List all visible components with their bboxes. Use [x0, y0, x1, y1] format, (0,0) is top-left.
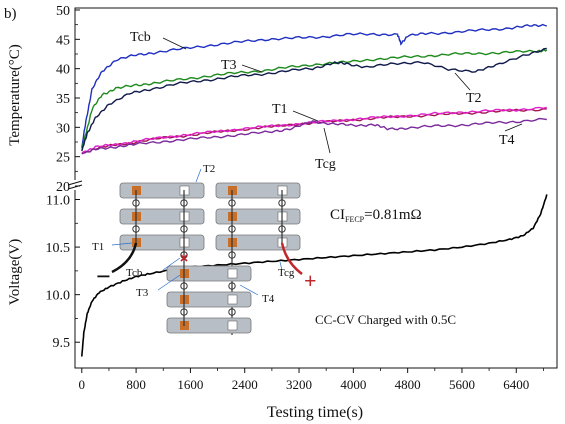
axis-break [67, 180, 84, 190]
temp-tick-label: 25 [56, 151, 70, 166]
label-t3: T3 [221, 58, 237, 73]
series-tcb [81, 23, 547, 149]
voltage-series [81, 194, 548, 357]
series-t4 [81, 117, 547, 155]
x-tick-label: 0 [79, 377, 86, 392]
cell-group-top-left [119, 182, 205, 262]
volt-tick-label: 11.0 [46, 194, 70, 209]
x-tick-label: 4800 [395, 377, 421, 392]
series-t2 [81, 47, 547, 152]
series-tcg [81, 106, 547, 154]
cell-group-bottom [166, 262, 252, 334]
voltage-axis-label: Voltage(V) [7, 239, 23, 305]
series-labels: Tcb T3 T2 T1 Tcg T4 [130, 30, 523, 172]
inset-label-t2: T2 [203, 163, 215, 175]
volt-tick-label: 9.5 [53, 336, 71, 351]
x-tick-label: 2400 [232, 377, 258, 392]
volt-tick-label: 10.5 [46, 241, 71, 256]
x-tick-label: 3200 [286, 377, 312, 392]
x-tick-label: 1600 [177, 377, 203, 392]
x-tick-label: 4000 [340, 377, 366, 392]
cell-group-top-right [215, 182, 301, 335]
battery-pack-inset: − + T2 T1 Tcb T3 T4 Tcg [92, 163, 317, 335]
ci-annotation: CIFECP=0.81mΩ [330, 207, 422, 224]
charge-note: CC-CV Charged with 0.5C [315, 312, 456, 327]
minus-terminal-icon: − [96, 262, 111, 291]
inset-label-t1: T1 [92, 241, 104, 253]
plus-terminal-icon: + [304, 268, 317, 293]
temp-tick-label: 35 [56, 92, 70, 107]
temp-tick-label: 45 [56, 33, 70, 48]
annotations: CIFECP=0.81mΩ CC-CV Charged with 0.5C [315, 207, 456, 327]
inset-label-t3: T3 [136, 287, 149, 299]
panel-label: b) [4, 6, 17, 22]
label-tcg: Tcg [315, 157, 336, 172]
inset-arrows [111, 168, 283, 296]
series-t3 [81, 49, 548, 151]
label-t1: T1 [272, 102, 288, 117]
series-voltage [81, 194, 548, 357]
label-t4: T4 [499, 133, 515, 148]
x-axis-label: Testing time(s) [267, 404, 363, 421]
temperature-y-ticks: 20 25 30 35 40 45 50 [56, 4, 80, 195]
x-tick-label: 800 [126, 377, 146, 392]
inset-label-tcb: Tcb [126, 267, 143, 279]
x-tick-label: 6400 [503, 377, 529, 392]
temperature-axis-label: Temperature(°C) [7, 44, 23, 146]
temp-tick-label: 30 [56, 121, 70, 136]
label-tcb: Tcb [130, 30, 151, 45]
temp-tick-label: 20 [56, 180, 70, 195]
temp-tick-label: 50 [56, 4, 70, 19]
temp-tick-label: 40 [56, 63, 70, 78]
inset-label-tcg: Tcg [278, 267, 295, 279]
thermocouple-markers [180, 254, 188, 262]
x-ticks: 0 800 1600 2400 3200 4000 4800 5600 6400 [79, 368, 544, 392]
series-t1 [81, 108, 547, 155]
volt-tick-label: 10.0 [46, 289, 71, 304]
label-t2: T2 [466, 91, 482, 106]
inset-label-t4: T4 [262, 293, 275, 305]
temperature-series [81, 23, 548, 155]
x-tick-label: 5600 [449, 377, 475, 392]
voltage-y-ticks: 9.5 10.0 10.5 11.0 [46, 194, 80, 351]
connector-rings [132, 199, 286, 316]
